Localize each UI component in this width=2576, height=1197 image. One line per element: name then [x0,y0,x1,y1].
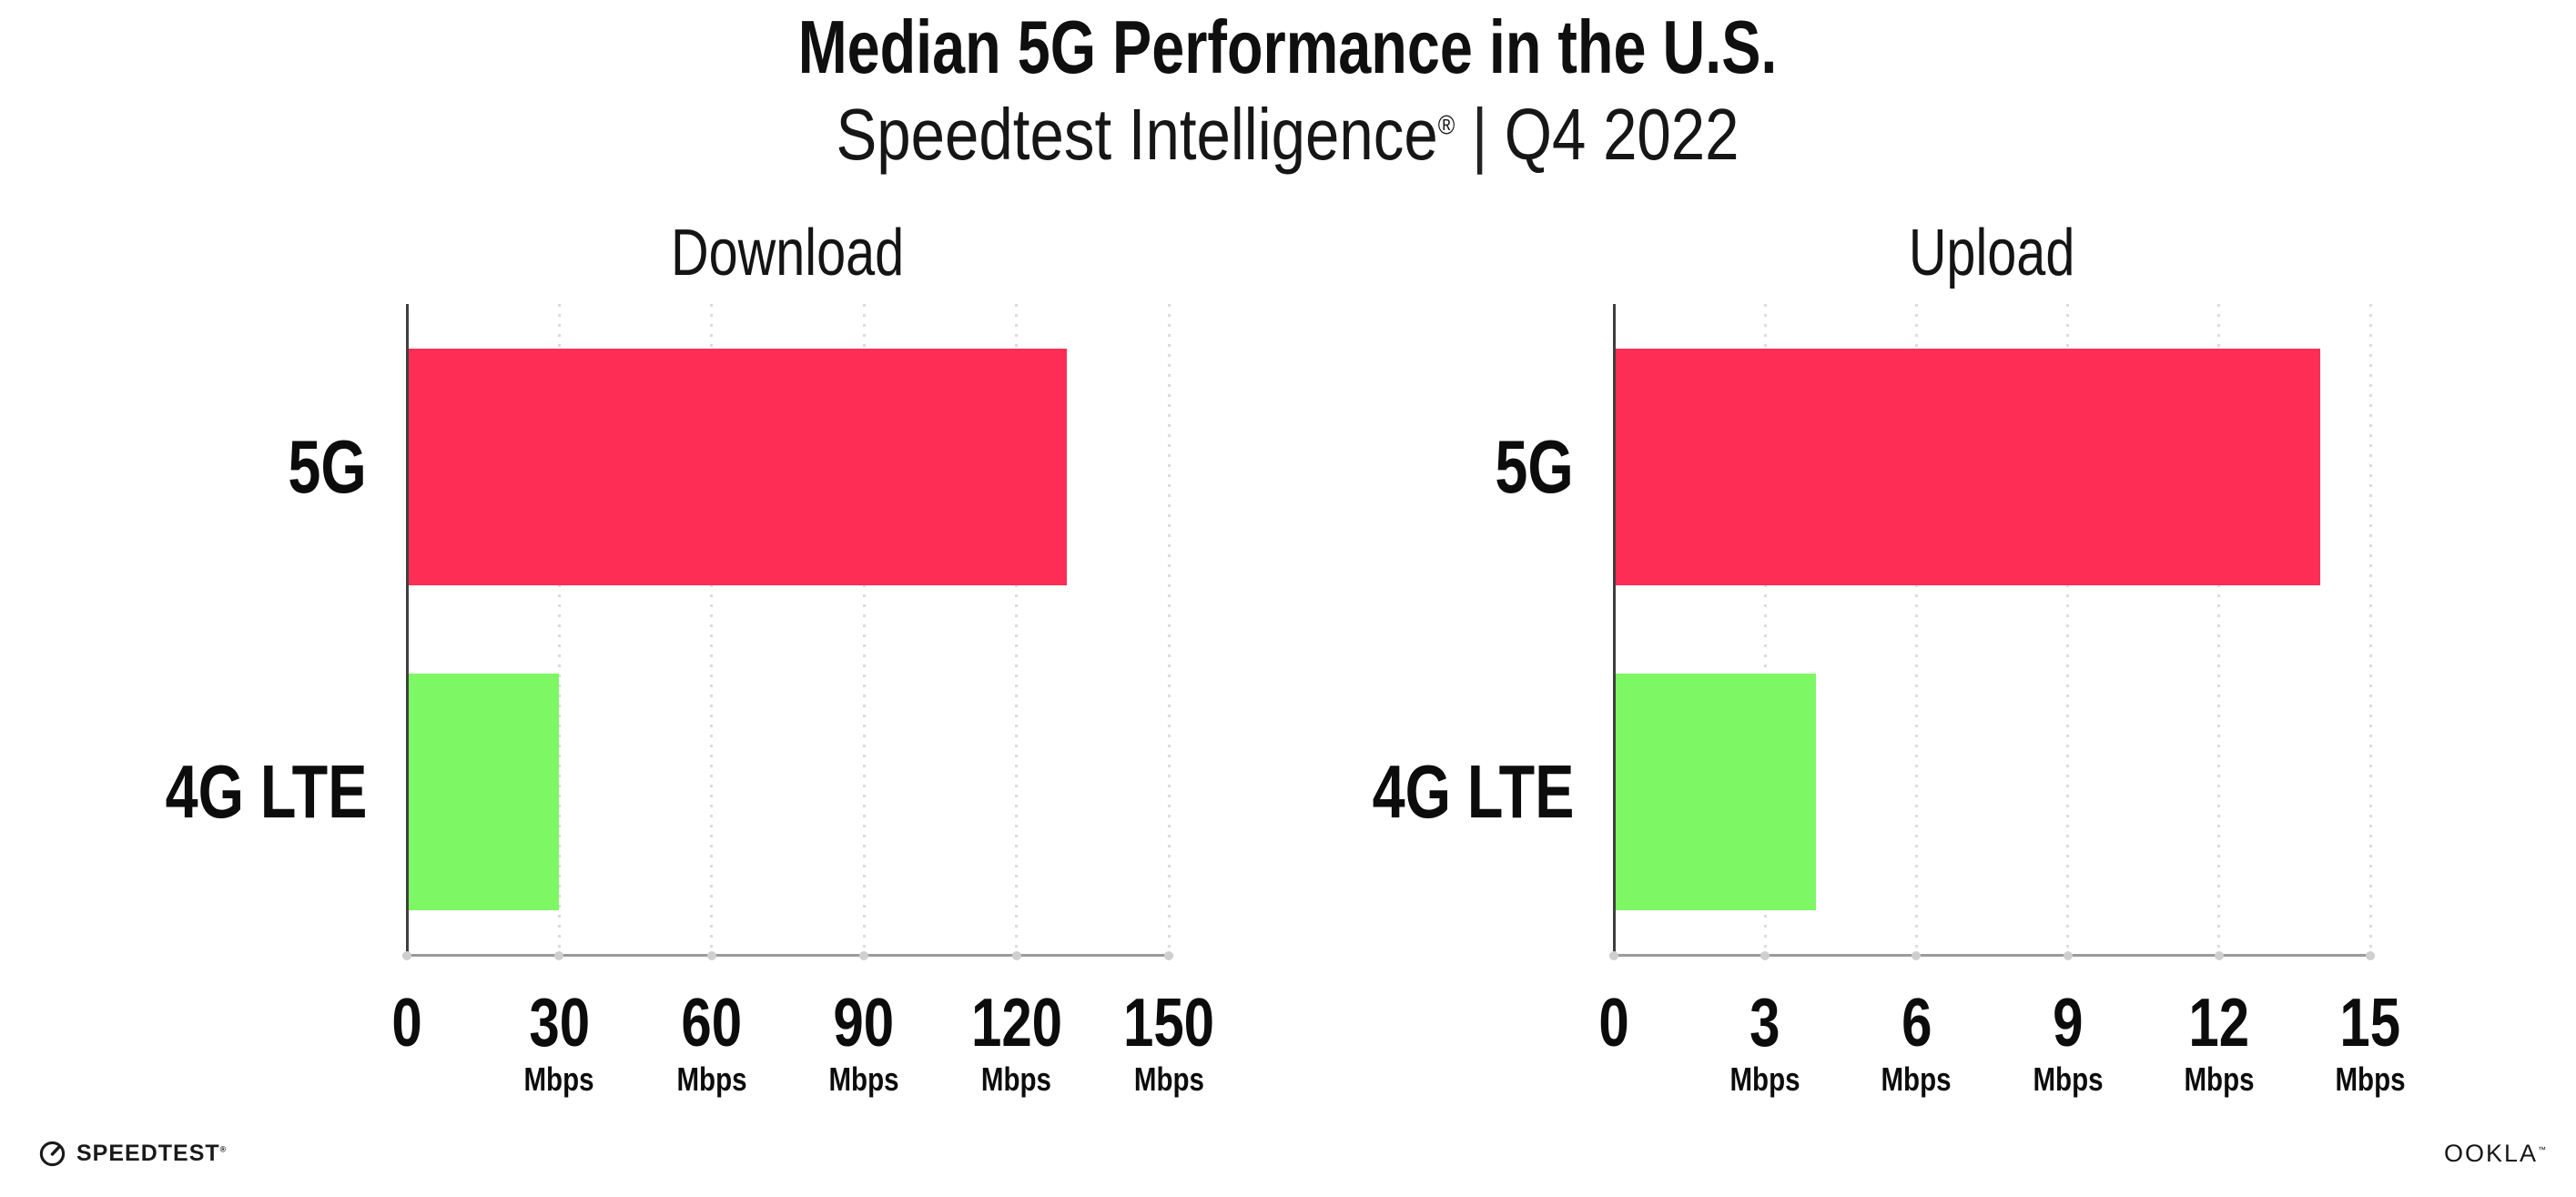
x-tick-label-120: 120 Mbps [970,984,1062,1099]
subtitle-brand: Speedtest Intelligence [836,94,1439,175]
gridline-15 [2368,304,2372,955]
x-tick-label-12: 12 Mbps [2184,984,2255,1099]
axis-tick-0 [1609,950,1618,960]
x-tick-label-3: 3 Mbps [1729,984,1800,1099]
speedtest-logo-text: SPEEDTEST® [76,1141,228,1166]
upload-plot-area [1609,304,2375,960]
category-label-5g: 5G [288,423,367,509]
category-label-4g-lte: 4G LTE [1372,749,1574,835]
gridline-120 [1015,304,1019,955]
bar-5g [407,348,1068,585]
download-plot-area [402,304,1173,960]
x-axis-line [402,953,1173,957]
x-tick-label-150: 150 Mbps [1122,984,1215,1099]
gridline-3 [1763,304,1767,955]
gridline-150 [1167,304,1171,955]
axis-tick-3 [1760,950,1770,960]
x-tick-label-30: 30 Mbps [523,984,594,1099]
x-tick-label-90: 90 Mbps [828,984,899,1099]
speedtest-registered-mark: ® [219,1144,228,1154]
y-axis-line [406,304,409,955]
gridline-12 [2217,304,2221,955]
axis-tick-6 [1912,950,1922,960]
gridline-30 [557,304,561,955]
speedtest-gauge-icon [38,1140,66,1168]
chart-title: Median 5G Performance in the U.S. [798,5,1778,89]
x-tick-label-9: 9 Mbps [2033,984,2104,1099]
axis-tick-90 [859,950,869,960]
gridline-6 [1914,304,1918,955]
upload-chart-title: Upload [1909,217,2075,289]
axis-tick-9 [2063,950,2073,960]
bar-4g-lte [407,674,560,910]
x-axis-line [1609,953,2375,957]
category-label-5g: 5G [1495,423,1574,509]
x-tick-label-0: 0 [391,984,422,1060]
x-tick-label-0: 0 [1598,984,1629,1060]
download-x-axis-labels: 0 30 Mbps 60 Mbps 90 Mbps 120 Mbps 150 Mbps [391,984,1214,1136]
bar-4g-lte [1614,674,1816,910]
x-tick-label-6: 6 Mbps [1881,984,1952,1099]
ookla-trademark-mark: ™ [2538,1145,2546,1154]
axis-tick-0 [402,950,411,960]
gridline-9 [2066,304,2070,955]
upload-chart-panel: Upload 0 3 Mbps 6 Mbps 9 Mbps 12 Mbps 15 Mbps 5G 4G… [1372,220,2405,1096]
ookla-logo-text: OOKLA™ [2443,1140,2546,1167]
axis-tick-120 [1011,950,1021,960]
category-label-4g-lte: 4G LTE [165,749,367,835]
download-chart-panel: Download 0 30 Mbps 60 Mbps 90 Mbps 120 Mbps 150 Mb… [165,220,1214,1096]
axis-tick-12 [2214,950,2224,960]
chart-subtitle: Speedtest Intelligence® | Q4 2022 [0,95,2576,175]
axis-tick-150 [1164,950,1173,960]
gridline-60 [710,304,714,955]
download-chart-title: Download [671,217,905,289]
y-axis-line [1613,304,1616,955]
registered-mark: ® [1438,110,1455,141]
upload-x-axis-labels: 0 3 Mbps 6 Mbps 9 Mbps 12 Mbps 15 Mbps [1598,984,2405,1136]
axis-tick-60 [706,950,716,960]
axis-tick-15 [2366,950,2375,960]
x-tick-label-60: 60 Mbps [676,984,747,1099]
x-tick-label-15: 15 Mbps [2335,984,2406,1099]
ookla-logo: OOKLA™ [2444,1141,2546,1166]
gridline-90 [862,304,866,955]
axis-tick-30 [554,950,564,960]
subtitle-divider: | [1472,94,1488,175]
subtitle-period: Q4 2022 [1505,94,1740,175]
speedtest-logo: SPEEDTEST® [38,1140,227,1168]
bar-5g [1614,348,2320,585]
